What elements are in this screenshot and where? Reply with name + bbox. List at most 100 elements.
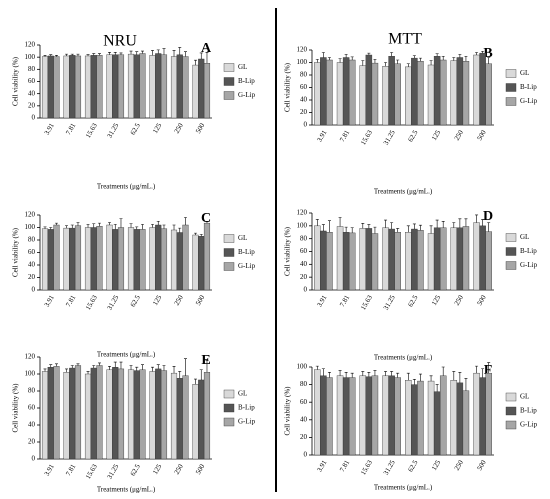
error-bar	[156, 364, 160, 369]
error-bar	[458, 218, 462, 228]
bar	[47, 229, 54, 291]
y-tick-label: 100	[25, 53, 36, 61]
bar	[149, 55, 156, 119]
bar	[394, 63, 401, 126]
error-bar	[367, 52, 371, 55]
error-bar	[49, 54, 53, 56]
x-tick-label: 3.91	[315, 458, 328, 473]
error-bar	[327, 371, 331, 378]
y-tick-label: 80	[28, 387, 36, 395]
x-tick-label: 62.5	[129, 121, 142, 136]
bar	[133, 370, 140, 460]
legend-swatch	[505, 247, 517, 256]
bar	[336, 226, 344, 291]
error-bar	[481, 50, 485, 54]
bar	[203, 372, 211, 460]
error-bar	[199, 369, 203, 380]
error-bar	[458, 54, 462, 58]
y-tick-label: 40	[28, 261, 36, 269]
x-tick-label: 15.63	[359, 293, 374, 311]
error-bar	[406, 63, 410, 67]
error-bar	[384, 371, 388, 376]
legend-label: GL	[238, 234, 247, 242]
error-bar	[43, 368, 47, 372]
bar	[41, 56, 49, 119]
error-bar	[435, 384, 439, 392]
legend-swatch	[223, 403, 235, 413]
y-tick-label: 40	[300, 96, 308, 104]
legend-label: B-Lip	[520, 407, 537, 415]
x-tick-label: 31.25	[106, 121, 121, 139]
bar	[427, 233, 435, 291]
bar	[176, 378, 183, 460]
x-tick-label: 125	[430, 128, 442, 142]
y-axis-label: Cell viability (%)	[12, 56, 20, 106]
y-tick-label: 40	[28, 89, 36, 97]
bar	[382, 227, 389, 291]
legend-swatch	[505, 420, 517, 430]
bar	[314, 225, 321, 291]
bar	[388, 228, 395, 291]
error-bar	[108, 366, 112, 370]
error-bar	[70, 224, 74, 229]
error-bar	[390, 371, 394, 376]
y-tick-label: 40	[28, 421, 36, 429]
bar	[106, 54, 113, 119]
y-tick-label: 120	[297, 46, 308, 54]
bar	[359, 65, 367, 126]
y-axis-label: Cell viability (%)	[12, 383, 20, 433]
error-bar	[435, 53, 439, 57]
y-tick-label: 20	[300, 108, 308, 116]
bar	[198, 236, 205, 291]
legend-swatch	[223, 91, 235, 100]
error-bar	[151, 224, 155, 228]
error-bar	[344, 54, 348, 58]
x-axis-label: Treatments (μg/mL.)	[97, 486, 156, 494]
bar	[479, 52, 486, 126]
bar	[320, 57, 327, 126]
panel-label: A	[201, 41, 212, 56]
bar	[348, 59, 356, 126]
x-tick-label: 3.91	[315, 128, 328, 143]
error-bar	[396, 228, 400, 233]
bar	[433, 56, 441, 126]
panel-label: F	[484, 363, 493, 378]
y-tick-label: 0	[32, 455, 36, 463]
legend-swatch	[505, 69, 517, 78]
error-bar	[406, 372, 410, 381]
error-bar	[43, 55, 47, 57]
bar	[485, 63, 492, 126]
x-tick-label: 7.81	[64, 293, 77, 308]
bar	[462, 226, 470, 291]
panel-label: E	[201, 353, 210, 368]
error-bar	[344, 226, 348, 233]
x-tick-label: 250	[173, 293, 185, 307]
bar	[394, 232, 401, 291]
bar	[155, 224, 162, 291]
error-bar	[65, 225, 69, 229]
error-bar	[92, 223, 96, 228]
y-tick-label: 100	[297, 363, 308, 371]
bar	[106, 369, 113, 460]
error-bar	[321, 224, 325, 231]
column-header: NRU	[103, 33, 137, 50]
x-tick-label: 500	[476, 458, 488, 472]
error-bar	[194, 59, 198, 66]
x-tick-label: 31.25	[382, 293, 397, 311]
x-tick-label: 15.63	[84, 462, 99, 480]
error-bar	[156, 220, 160, 225]
y-tick-label: 120	[25, 41, 36, 49]
legend-label: B-Lip	[520, 247, 537, 255]
x-tick-label: 7.81	[338, 128, 351, 143]
error-bar	[396, 59, 400, 64]
bar	[427, 380, 435, 456]
bar	[405, 232, 412, 291]
error-bar	[76, 363, 80, 366]
x-axis-label: Treatments (μg/mL.)	[97, 183, 156, 191]
bar	[155, 53, 162, 119]
bar	[456, 382, 464, 456]
error-bar	[315, 59, 319, 63]
bar	[439, 59, 447, 126]
error-bar	[113, 52, 117, 55]
y-tick-label: 100	[297, 58, 308, 66]
